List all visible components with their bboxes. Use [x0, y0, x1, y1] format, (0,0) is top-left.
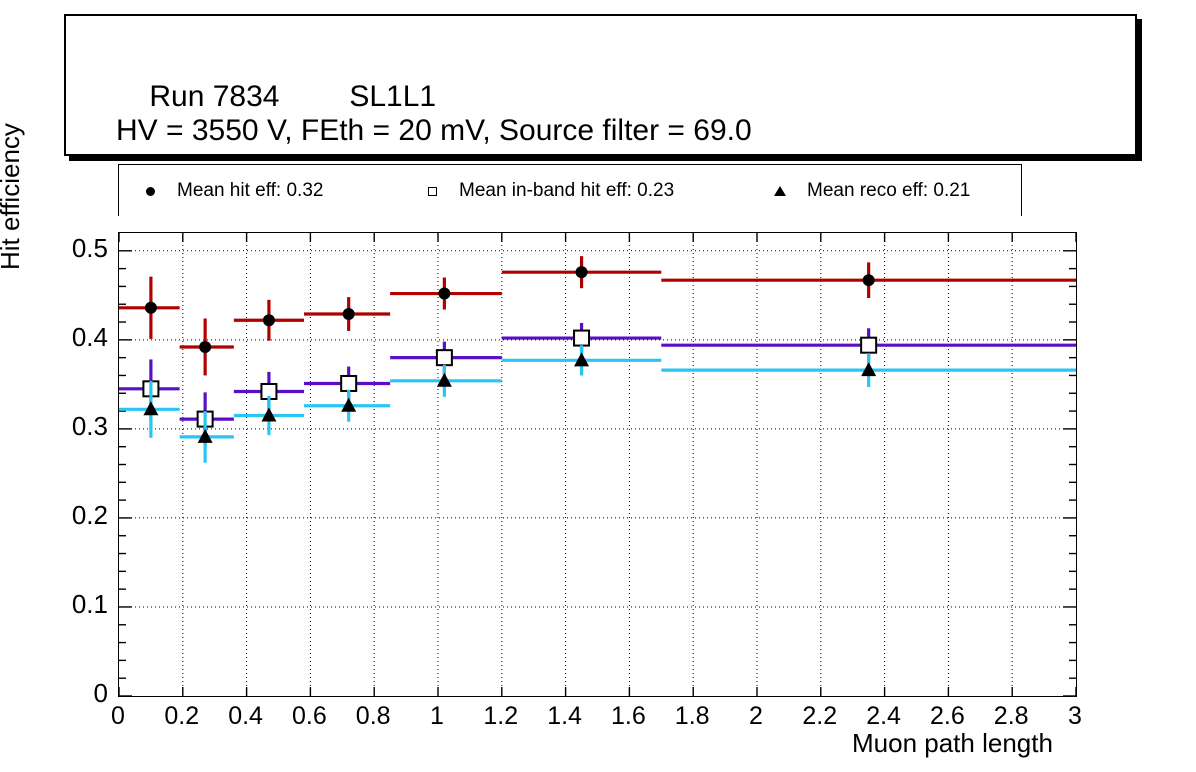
data-point-filled-triangle[interactable]	[574, 352, 590, 367]
x-tick-label: 1	[430, 702, 444, 730]
stats-title-box: Run 7834 SL1L1 HV = 3550 V, FEth = 20 mV,…	[64, 14, 1137, 156]
data-point-filled-triangle[interactable]	[197, 428, 213, 443]
data-point-filled-circle[interactable]	[199, 340, 212, 353]
legend-label-inband-hit-eff: Mean in-band hit eff: 0.23	[459, 180, 675, 201]
legend-entry-reco-eff[interactable]: Mean reco eff: 0.21	[767, 177, 970, 205]
legend: Mean hit eff: 0.32 Mean in-band hit eff:…	[118, 164, 1022, 216]
x-tick-label: 2.8	[993, 702, 1029, 730]
data-point-open-square[interactable]	[340, 374, 358, 392]
y-tick-label: 0.4	[71, 321, 108, 352]
data-point-open-square[interactable]	[860, 336, 878, 354]
data-point-filled-circle[interactable]	[438, 287, 451, 300]
x-tick-label: 2.2	[802, 702, 838, 730]
y-tick-label: 0.2	[71, 499, 108, 530]
series-filled-triangle	[119, 345, 1076, 463]
y-tick-label: 0.1	[71, 588, 108, 619]
series-open-square	[119, 322, 1076, 446]
legend-entry-hit-eff[interactable]: Mean hit eff: 0.32	[137, 177, 323, 205]
settings-label: HV = 3550 V, FEth = 20 mV, Source filter…	[116, 114, 752, 147]
x-tick-label: 2.4	[866, 702, 901, 730]
x-axis-title: Muon path length	[852, 728, 1053, 758]
y-axis-title: Hit efficiency	[0, 123, 25, 270]
efficiency-scatter-plot	[119, 233, 1076, 696]
data-point-open-square[interactable]	[573, 329, 591, 347]
open-square-marker-icon	[419, 186, 445, 196]
x-tick-label: 0	[111, 702, 125, 730]
data-point-filled-circle[interactable]	[575, 266, 588, 279]
filled-triangle-marker-icon	[767, 186, 793, 196]
x-tick-label: 2	[749, 702, 763, 730]
data-point-filled-circle[interactable]	[144, 301, 157, 314]
data-point-filled-triangle[interactable]	[436, 372, 452, 387]
x-tick-label: 0.8	[355, 702, 391, 730]
x-tick-label: 1.6	[611, 702, 646, 730]
data-point-filled-circle[interactable]	[342, 308, 355, 321]
data-point-open-square[interactable]	[435, 349, 453, 367]
y-tick-label: 0.5	[71, 232, 108, 263]
x-tick-label: 3	[1068, 702, 1082, 730]
x-tick-label: 1.4	[547, 702, 582, 730]
x-tick-label: 2.6	[930, 702, 965, 730]
superlayer-label: SL1L1	[349, 80, 437, 113]
y-tick-label: 0	[93, 678, 108, 708]
filled-circle-marker-icon	[137, 186, 163, 196]
x-tick-label: 0.4	[228, 702, 263, 730]
data-point-filled-triangle[interactable]	[861, 362, 877, 377]
data-point-filled-circle[interactable]	[862, 274, 875, 287]
legend-label-reco-eff: Mean reco eff: 0.21	[807, 180, 971, 201]
x-tick-label: 1.8	[674, 702, 710, 730]
title-line-run: Run 7834 SL1L1	[116, 46, 436, 148]
run-number-label: Run 7834	[149, 80, 280, 113]
legend-entry-inband-hit-eff[interactable]: Mean in-band hit eff: 0.23	[419, 177, 674, 205]
data-point-filled-circle[interactable]	[262, 314, 275, 327]
x-tick-label: 0.2	[164, 702, 200, 730]
data-point-filled-triangle[interactable]	[143, 401, 159, 416]
x-tick-label: 1.2	[483, 702, 519, 730]
data-point-filled-triangle[interactable]	[261, 407, 277, 422]
series-filled-circle	[119, 256, 1076, 376]
plot-frame	[118, 232, 1077, 697]
legend-label-hit-eff: Mean hit eff: 0.32	[177, 180, 324, 201]
y-tick-label: 0.3	[71, 410, 108, 441]
data-point-filled-triangle[interactable]	[341, 397, 357, 412]
x-tick-label: 0.6	[292, 702, 327, 730]
